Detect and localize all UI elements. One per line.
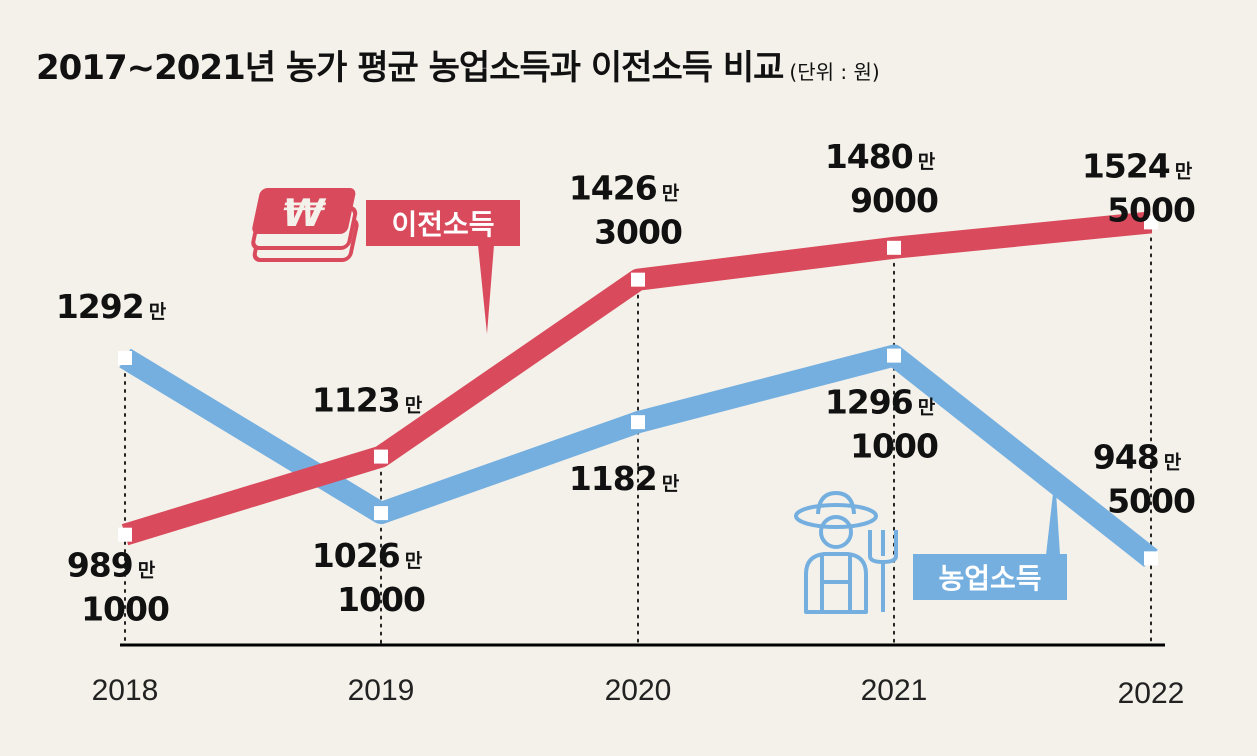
data-label-number: 1182 만 <box>569 459 680 498</box>
legend-transfer-pointer <box>478 245 494 334</box>
data-point-farm-2022 <box>1144 551 1158 566</box>
data-label-remainder: 5000 <box>1107 481 1195 520</box>
data-label-remainder: 3000 <box>594 213 682 252</box>
data-label-remainder: 5000 <box>1107 190 1195 229</box>
data-label-number: 1296 만 <box>825 383 936 422</box>
legend-farm-tag <box>913 554 1067 600</box>
data-label-transfer-2021: 1480 만 9000 <box>825 137 939 220</box>
data-label-transfer-2020: 1426 만 3000 <box>569 169 683 252</box>
data-point-transfer-2022 <box>1144 215 1158 230</box>
data-label-number: 948 만 <box>1093 437 1182 476</box>
data-point-transfer-2021 <box>887 240 901 255</box>
series-markers <box>118 215 1158 566</box>
data-label-number: 989 만 <box>67 546 156 585</box>
data-label-number: 1426 만 <box>569 169 680 208</box>
data-label-number: 1524 만 <box>1082 146 1193 185</box>
data-label-remainder: 1000 <box>337 580 425 619</box>
data-label-number: 1123 만 <box>312 381 423 420</box>
unit-label: (단위 : 원) <box>789 60 880 84</box>
legend-farm-pointer <box>1046 476 1060 555</box>
data-label-remainder: 1000 <box>850 427 938 466</box>
data-label-remainder: 1000 <box>81 590 169 629</box>
title-row: 2017~2021년 농가 평균 농업소득과 이전소득 비교 (단위 : 원) <box>36 40 880 89</box>
guide-lines <box>124 221 1152 646</box>
data-point-farm-2018 <box>118 351 132 365</box>
data-label-number: 1292 만 <box>56 287 167 326</box>
x-tick-label-2020: 2020 <box>605 674 672 707</box>
data-label-farm-2019: 1026 만 1000 <box>312 536 426 619</box>
x-tick-label-2021: 2021 <box>861 674 928 707</box>
data-label-farm-2020: 1182 만 <box>569 459 680 498</box>
data-point-transfer-2018 <box>118 527 132 542</box>
legend-transfer-tag <box>366 200 520 246</box>
legend-transfer-label: 이전소득 <box>391 208 494 241</box>
data-point-transfer-2019 <box>374 449 388 464</box>
data-label-number: 1480 만 <box>825 137 936 176</box>
data-label-farm-2022: 948 만 5000 <box>1093 437 1196 520</box>
data-label-transfer-2022: 1524 만 5000 <box>1082 146 1196 229</box>
x-tick-label-2018: 2018 <box>92 674 159 707</box>
data-point-farm-2021 <box>887 348 901 363</box>
legend-farm: 농업소득 <box>794 476 1067 614</box>
data-point-transfer-2020 <box>631 272 645 287</box>
data-label-remainder: 9000 <box>850 181 938 220</box>
data-label-transfer-2019: 1123 만 <box>312 381 423 420</box>
x-tick-label-2019: 2019 <box>348 674 415 707</box>
legend-farm-label: 농업소득 <box>938 562 1041 595</box>
farmer-with-pitchfork-icon <box>794 491 898 614</box>
svg-text:₩: ₩ <box>278 191 329 236</box>
data-label-transfer-2018: 989 만 1000 <box>67 546 170 629</box>
data-labels: 989 만 1000 1123 만 1426 만 3000 1480 만 9000 1524 만 5000… <box>56 137 1196 629</box>
legend-transfer: ₩ 이전소득 <box>251 188 520 334</box>
data-label-farm-2021: 1296 만 1000 <box>825 383 939 466</box>
chart-title: 2017~2021년 농가 평균 농업소득과 이전소득 비교 <box>36 48 784 88</box>
data-label-number: 1026 만 <box>312 536 423 575</box>
x-tick-label-2022: 2022 <box>1118 677 1185 710</box>
won-banknotes-icon: ₩ <box>251 188 359 262</box>
data-point-farm-2020 <box>631 415 645 430</box>
data-point-farm-2019 <box>374 506 388 521</box>
data-label-farm-2018: 1292 만 <box>56 287 167 326</box>
x-axis-ticks: 2018 2019 2020 2021 2022 <box>92 674 1185 710</box>
